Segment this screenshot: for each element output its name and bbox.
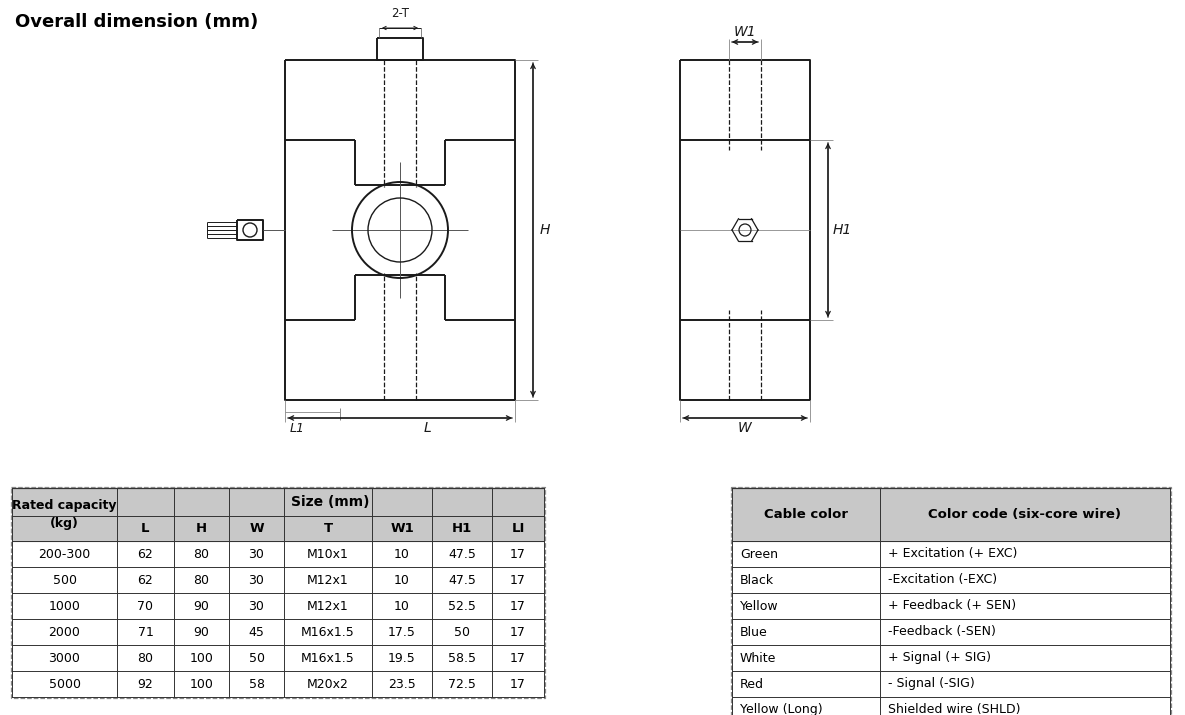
Polygon shape — [229, 516, 284, 541]
Text: LI: LI — [511, 522, 525, 535]
Text: Shielded wire (SHLD): Shielded wire (SHLD) — [888, 704, 1020, 715]
Text: M16x1.5: M16x1.5 — [301, 626, 354, 638]
Text: T: T — [324, 522, 333, 535]
Text: Cable color: Cable color — [764, 508, 848, 521]
Text: 17: 17 — [510, 599, 526, 613]
Text: 23.5: 23.5 — [389, 678, 416, 691]
Text: -Feedback (-SEN): -Feedback (-SEN) — [888, 626, 995, 638]
Polygon shape — [433, 516, 492, 541]
Text: 1000: 1000 — [49, 599, 81, 613]
Text: - Signal (-SIG): - Signal (-SIG) — [888, 678, 975, 691]
Text: 62: 62 — [137, 573, 153, 586]
Text: + Excitation (+ EXC): + Excitation (+ EXC) — [888, 548, 1018, 561]
Polygon shape — [732, 488, 880, 541]
Text: 50: 50 — [454, 626, 470, 638]
Text: W: W — [738, 421, 751, 435]
Text: M10x1: M10x1 — [307, 548, 348, 561]
Text: -Excitation (-EXC): -Excitation (-EXC) — [888, 573, 997, 586]
Text: 17: 17 — [510, 626, 526, 638]
Text: 58: 58 — [249, 678, 264, 691]
Text: M12x1: M12x1 — [307, 573, 348, 586]
Text: 80: 80 — [137, 651, 154, 664]
Text: 80: 80 — [193, 573, 210, 586]
Text: 10: 10 — [395, 599, 410, 613]
Text: + Signal (+ SIG): + Signal (+ SIG) — [888, 651, 991, 664]
Text: 17.5: 17.5 — [387, 626, 416, 638]
Text: Yellow (Long): Yellow (Long) — [739, 704, 822, 715]
Text: M16x1.5: M16x1.5 — [301, 651, 354, 664]
Text: W: W — [249, 522, 264, 535]
Text: 90: 90 — [193, 626, 210, 638]
Text: 62: 62 — [137, 548, 153, 561]
Text: W1: W1 — [734, 25, 756, 39]
Text: Green: Green — [739, 548, 779, 561]
Text: + Feedback (+ SEN): + Feedback (+ SEN) — [888, 599, 1016, 613]
Text: White: White — [739, 651, 776, 664]
Text: 45: 45 — [249, 626, 264, 638]
Text: 10: 10 — [395, 573, 410, 586]
Text: 70: 70 — [137, 599, 154, 613]
Text: 30: 30 — [249, 548, 264, 561]
Text: Rated capacity
(kg): Rated capacity (kg) — [12, 500, 117, 530]
Polygon shape — [372, 516, 433, 541]
Text: 90: 90 — [193, 599, 210, 613]
Text: Color code (six-core wire): Color code (six-core wire) — [929, 508, 1121, 521]
Text: Black: Black — [739, 573, 774, 586]
Text: M20x2: M20x2 — [307, 678, 348, 691]
Text: L1: L1 — [290, 422, 305, 435]
Text: Yellow: Yellow — [739, 599, 779, 613]
Polygon shape — [284, 516, 372, 541]
Text: H1: H1 — [451, 522, 472, 535]
Text: 17: 17 — [510, 678, 526, 691]
Text: Size (mm): Size (mm) — [292, 495, 370, 509]
Text: W1: W1 — [390, 522, 414, 535]
Text: Blue: Blue — [739, 626, 768, 638]
Text: 2000: 2000 — [49, 626, 81, 638]
Polygon shape — [880, 488, 1170, 541]
Polygon shape — [12, 488, 117, 541]
Text: H1: H1 — [832, 223, 852, 237]
Text: Overall dimension (mm): Overall dimension (mm) — [15, 13, 258, 31]
Text: 5000: 5000 — [49, 678, 81, 691]
Polygon shape — [117, 488, 544, 516]
Polygon shape — [174, 516, 229, 541]
Text: 200-300: 200-300 — [38, 548, 90, 561]
Polygon shape — [117, 516, 174, 541]
Text: 17: 17 — [510, 651, 526, 664]
Text: 17: 17 — [510, 548, 526, 561]
Text: 30: 30 — [249, 573, 264, 586]
Text: 47.5: 47.5 — [448, 573, 476, 586]
Text: 3000: 3000 — [49, 651, 81, 664]
Polygon shape — [492, 516, 544, 541]
Text: H: H — [540, 223, 550, 237]
Text: 500: 500 — [52, 573, 77, 586]
Text: M12x1: M12x1 — [307, 599, 348, 613]
Text: 52.5: 52.5 — [448, 599, 476, 613]
Text: 2-T: 2-T — [391, 7, 409, 20]
Text: Red: Red — [739, 678, 764, 691]
Text: 10: 10 — [395, 548, 410, 561]
Text: 100: 100 — [190, 678, 213, 691]
Text: 92: 92 — [137, 678, 153, 691]
Text: 30: 30 — [249, 599, 264, 613]
Text: 17: 17 — [510, 573, 526, 586]
Text: 71: 71 — [137, 626, 153, 638]
Text: L: L — [424, 421, 431, 435]
Text: 72.5: 72.5 — [448, 678, 476, 691]
Text: 100: 100 — [190, 651, 213, 664]
Text: 50: 50 — [249, 651, 264, 664]
Text: L: L — [141, 522, 149, 535]
Text: 58.5: 58.5 — [448, 651, 476, 664]
Text: 19.5: 19.5 — [389, 651, 416, 664]
Text: 47.5: 47.5 — [448, 548, 476, 561]
Text: H: H — [196, 522, 207, 535]
Text: 80: 80 — [193, 548, 210, 561]
